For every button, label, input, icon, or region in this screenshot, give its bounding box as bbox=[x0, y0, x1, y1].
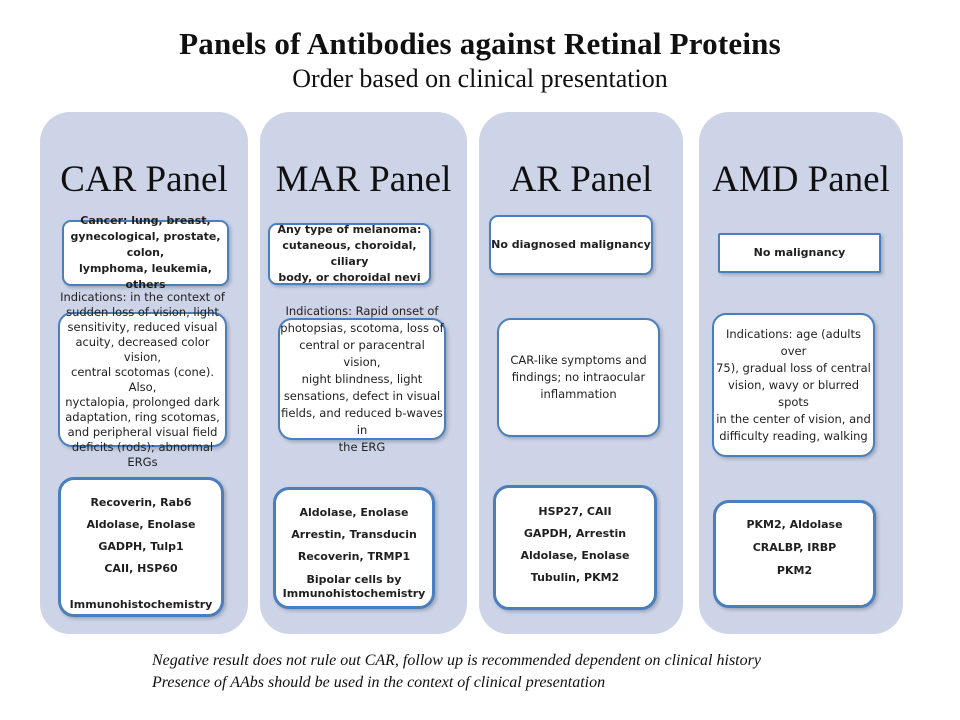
test-item: Aldolase, Enolase bbox=[520, 549, 630, 562]
malignancy-box-ar: No diagnosed malignancy bbox=[489, 215, 653, 275]
indications-box-amd: Indications: age (adults over 75), gradu… bbox=[712, 313, 875, 457]
test-item: PKM2 bbox=[776, 564, 813, 577]
panel-column-ar: AR Panel No diagnosed malignancy CAR-lik… bbox=[479, 112, 683, 634]
panel-title-mar: MAR Panel bbox=[275, 159, 452, 200]
malignancy-box-mar: Any type of melanoma: cutaneous, choroid… bbox=[268, 223, 431, 285]
indications-text: Indications: Rapid onset of photopsias, … bbox=[280, 303, 444, 454]
panel-column-mar: MAR Panel Any type of melanoma: cutaneou… bbox=[260, 112, 467, 634]
test-item: Immunohistochemistry bbox=[69, 598, 213, 611]
malignancy-box-car: Cancer: lung, breast, gynecological, pro… bbox=[62, 214, 229, 291]
panel-title-car: CAR Panel bbox=[60, 159, 228, 200]
tests-box-car: Recoverin, Rab6 Aldolase, Enolase GADPH,… bbox=[58, 477, 224, 617]
test-item: PKM2, Aldolase bbox=[746, 518, 843, 531]
indications-text: Indications: in the context of sudden lo… bbox=[60, 289, 225, 469]
test-item: Aldolase, Enolase bbox=[86, 518, 196, 531]
indications-text: CAR-like symptoms and findings; no intra… bbox=[510, 353, 647, 401]
test-item: Recoverin, Rab6 bbox=[90, 496, 192, 509]
tests-box-mar: Aldolase, Enolase Arrestin, Transducin R… bbox=[273, 487, 435, 609]
test-item: Bipolar cells by Immunohistochemistry bbox=[282, 573, 426, 600]
panel-column-car: CAR Panel Cancer: lung, breast, gynecolo… bbox=[40, 112, 248, 634]
malignancy-box-amd: No malignancy bbox=[718, 233, 881, 273]
test-item: Arrestin, Transducin bbox=[291, 528, 417, 541]
indications-text: Indications: age (adults over 75), gradu… bbox=[716, 326, 871, 443]
tests-box-ar: HSP27, CAII GAPDH, Arrestin Aldolase, En… bbox=[493, 485, 657, 610]
page-subtitle: Order based on clinical presentation bbox=[292, 64, 668, 93]
footer-line-1: Negative result does not rule out CAR, f… bbox=[152, 652, 761, 669]
malignancy-text: No malignancy bbox=[753, 246, 846, 259]
test-item: Recoverin, TRMP1 bbox=[297, 550, 411, 563]
indications-box-mar: Indications: Rapid onset of photopsias, … bbox=[278, 304, 446, 454]
test-item: HSP27, CAII bbox=[538, 505, 612, 518]
panel-column-amd: AMD Panel No malignancy Indications: age… bbox=[699, 112, 903, 634]
malignancy-text: No diagnosed malignancy bbox=[491, 238, 651, 251]
panel-title-ar: AR Panel bbox=[509, 159, 653, 200]
tests-box-amd: PKM2, Aldolase CRALBP, IRBP PKM2 bbox=[713, 500, 876, 608]
test-item: CAII, HSP60 bbox=[104, 562, 178, 575]
indications-box-car: Indications: in the context of sudden lo… bbox=[58, 290, 227, 469]
malignancy-text: Cancer: lung, breast, gynecological, pro… bbox=[70, 214, 221, 291]
test-item: GAPDH, Arrestin bbox=[523, 527, 627, 540]
test-item: Tubulin, PKM2 bbox=[530, 571, 620, 584]
footer-note: Negative result does not rule out CAR, f… bbox=[152, 650, 912, 693]
test-item: Aldolase, Enolase bbox=[299, 506, 409, 519]
panel-title-amd: AMD Panel bbox=[712, 159, 890, 200]
indications-box-ar: CAR-like symptoms and findings; no intra… bbox=[497, 318, 660, 437]
footer-line-2: Presence of AAbs should be used in the c… bbox=[152, 673, 606, 691]
test-item: GADPH, Tulp1 bbox=[98, 540, 184, 553]
page-title: Panels of Antibodies against Retinal Pro… bbox=[179, 26, 781, 61]
test-item: CRALBP, IRBP bbox=[752, 541, 837, 554]
malignancy-text: Any type of melanoma: cutaneous, choroid… bbox=[277, 223, 422, 284]
